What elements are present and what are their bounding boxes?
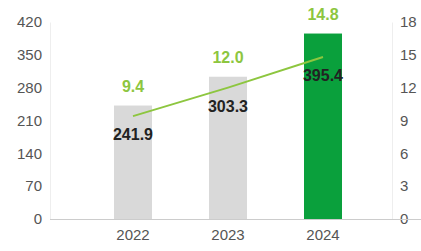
x-tick-label: 2024 [306,226,339,243]
y-tick: 350 [17,46,50,63]
data-label: 395.4 [303,67,343,84]
x-tick-label: 2023 [211,226,244,243]
x-tick: 2023 [211,219,244,243]
y-tick: 210 [17,112,50,129]
chart: 0 70 140 210 280 350 420 0 3 6 9 12 15 18 2022 2023 2024… [0,0,421,251]
y2-tick-label: 0 [400,210,408,227]
y-tick-label: 280 [17,79,42,96]
data-label: 9.4 [122,78,144,95]
y2-tick-label: 12 [400,79,417,96]
y2-tick-label: 9 [400,112,408,129]
y2-tick: 9 [392,112,408,129]
y2-tick: 0 [392,210,408,227]
y-tick: 70 [25,177,50,194]
data-label: 12.0 [212,49,243,66]
x-tick: 2024 [306,219,339,243]
y-tick: 280 [17,79,50,96]
y-axis: 0 70 140 210 280 350 420 [17,13,51,227]
line [133,57,323,116]
bar [114,106,152,219]
y-axis-line [50,23,51,220]
x-axis: 2022 2023 2024 [50,219,421,243]
x-axis-line [50,219,421,220]
y2-tick-label: 6 [400,145,408,162]
y2-tick: 3 [392,177,408,194]
y2-tick-label: 3 [400,177,408,194]
y2-axis-line [392,23,393,220]
y-tick: 420 [17,13,50,30]
y-tick-label: 210 [17,112,42,129]
y2-tick-label: 15 [400,46,417,63]
x-tick: 2022 [116,219,149,243]
y2-tick: 12 [392,79,417,96]
y-tick: 0 [34,210,50,227]
y-tick-label: 70 [25,177,42,194]
y-tick-label: 140 [17,145,42,162]
y-tick-label: 350 [17,46,42,63]
y2-tick: 15 [392,46,417,63]
x-tick-label: 2022 [116,226,149,243]
y-tick-label: 0 [34,210,42,227]
y2-tick-label: 18 [400,13,417,30]
data-label: 14.8 [307,6,338,23]
data-label: 241.9 [113,126,153,143]
y2-tick: 6 [392,145,408,162]
y-tick-label: 420 [17,13,42,30]
data-labels: 241.9 303.3 395.4 9.4 12.0 14.8 [113,6,343,144]
y2-tick: 18 [392,13,417,30]
data-label: 303.3 [208,98,248,115]
y2-axis: 0 3 6 9 12 15 18 [392,13,417,227]
y-tick: 140 [17,145,50,162]
